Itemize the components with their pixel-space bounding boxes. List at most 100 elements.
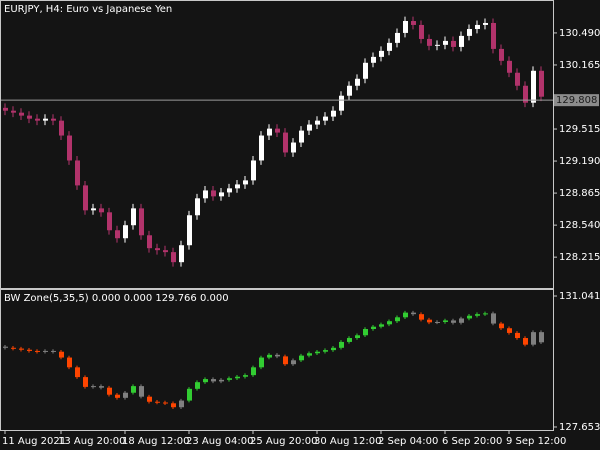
candle-body bbox=[395, 317, 400, 322]
y-tick-label: 129.515 bbox=[559, 124, 600, 135]
x-tick-label: 18 Aug 12:00 bbox=[122, 436, 189, 447]
candle-body bbox=[27, 349, 32, 351]
candle-body bbox=[59, 351, 64, 358]
candle-body bbox=[539, 70, 544, 97]
candle-body bbox=[195, 198, 200, 216]
candle-body bbox=[83, 185, 88, 211]
candle-body bbox=[339, 95, 344, 111]
candle-body bbox=[243, 180, 248, 185]
candle-body bbox=[491, 22, 496, 49]
candle-body bbox=[531, 332, 536, 345]
x-tick-label: 23 Aug 04:00 bbox=[186, 436, 253, 447]
candle-body bbox=[51, 350, 56, 352]
candle-body bbox=[363, 329, 368, 336]
candle-body bbox=[475, 314, 480, 316]
candle-body bbox=[99, 208, 104, 213]
candle-body bbox=[123, 392, 128, 398]
candle-body bbox=[99, 386, 104, 388]
x-tick-label: 11 Aug 2021 bbox=[2, 436, 66, 447]
candle-body bbox=[187, 215, 192, 246]
candle-body bbox=[219, 192, 224, 197]
candle-body bbox=[411, 312, 416, 315]
candle-body bbox=[67, 357, 72, 368]
candle-body bbox=[11, 110, 16, 113]
candle-body bbox=[387, 42, 392, 51]
candle-body bbox=[235, 376, 240, 379]
candle-body bbox=[339, 341, 344, 348]
candle-body bbox=[379, 50, 384, 57]
x-tick-label: 13 Aug 20:00 bbox=[58, 436, 125, 447]
candle-body bbox=[371, 326, 376, 330]
x-tick-label: 2 Sep 04:00 bbox=[378, 436, 438, 447]
candle-body bbox=[179, 245, 184, 263]
candle-body bbox=[3, 346, 8, 348]
candle-body bbox=[227, 188, 232, 193]
candle-body bbox=[291, 142, 296, 153]
candle-body bbox=[67, 135, 72, 161]
candle-body bbox=[467, 315, 472, 319]
candle-body bbox=[483, 22, 488, 25]
candle-body bbox=[307, 353, 312, 356]
candle-body bbox=[211, 190, 216, 197]
candle-body bbox=[291, 360, 296, 365]
candle-body bbox=[187, 388, 192, 401]
candle-body bbox=[419, 314, 424, 320]
candle-body bbox=[131, 386, 136, 393]
candle-body bbox=[443, 320, 448, 322]
candle-body bbox=[19, 348, 24, 350]
candle-body bbox=[75, 160, 80, 186]
candle-body bbox=[459, 318, 464, 323]
main-pane-frame bbox=[0, 0, 554, 289]
candle-body bbox=[499, 48, 504, 61]
candle-body bbox=[219, 379, 224, 382]
candle-body bbox=[451, 40, 456, 47]
candle-body bbox=[195, 382, 200, 389]
y-tick-label: 130.165 bbox=[559, 60, 600, 71]
candle-body bbox=[171, 403, 176, 408]
candle-body bbox=[323, 350, 328, 352]
candle-body bbox=[435, 321, 440, 323]
candle-body bbox=[43, 350, 48, 352]
candle-body bbox=[523, 85, 528, 103]
candle-body bbox=[107, 387, 112, 395]
candle-body bbox=[155, 401, 160, 403]
candle-body bbox=[355, 335, 360, 339]
candle-body bbox=[171, 252, 176, 263]
x-tick-label: 9 Sep 12:00 bbox=[506, 436, 566, 447]
candle-body bbox=[371, 56, 376, 63]
candle-body bbox=[475, 24, 480, 29]
candle-body bbox=[363, 62, 368, 79]
main-title: EURJPY, H4: Euro vs Japanese Yen bbox=[4, 4, 172, 15]
candle-body bbox=[331, 110, 336, 117]
candle-body bbox=[539, 332, 544, 343]
candle-body bbox=[267, 354, 272, 358]
candle-body bbox=[35, 118, 40, 121]
candle-body bbox=[531, 70, 536, 103]
candle-body bbox=[275, 354, 280, 357]
candle-body bbox=[139, 208, 144, 236]
indicator-title: BW Zone(5,35,5) 0.000 0.000 129.766 0.00… bbox=[4, 293, 229, 304]
candle-body bbox=[347, 85, 352, 96]
candle-body bbox=[299, 355, 304, 361]
candle-body bbox=[115, 394, 120, 398]
candle-body bbox=[203, 190, 208, 199]
candle-body bbox=[227, 378, 232, 380]
y-tick-label: 128.215 bbox=[559, 252, 600, 263]
candle-body bbox=[467, 28, 472, 36]
candle-body bbox=[507, 328, 512, 333]
candle-body bbox=[283, 132, 288, 153]
y-tick-label: 128.865 bbox=[559, 188, 600, 199]
candle-body bbox=[251, 367, 256, 376]
indicator-pane-frame bbox=[0, 289, 554, 431]
current-price-label: 129.808 bbox=[556, 95, 597, 106]
candle-body bbox=[515, 72, 520, 86]
candle-body bbox=[235, 184, 240, 189]
candle-body bbox=[283, 356, 288, 365]
candle-body bbox=[507, 60, 512, 73]
candle-body bbox=[131, 208, 136, 226]
candle-body bbox=[123, 225, 128, 239]
candle-body bbox=[299, 130, 304, 143]
candle-body bbox=[83, 377, 88, 387]
